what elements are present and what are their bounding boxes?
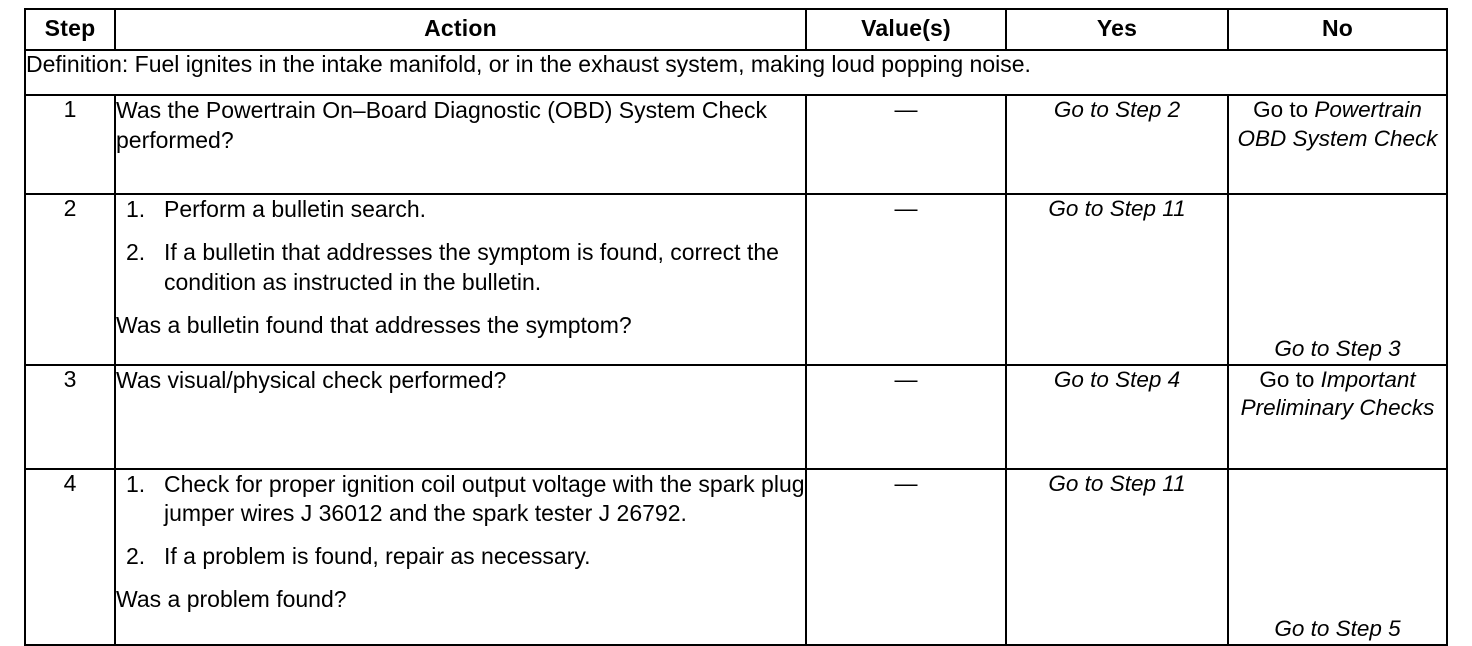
cell-step-number: 4	[24, 467, 116, 646]
cell-no: Go to Important Preliminary Checks	[1227, 363, 1448, 470]
no-lead: Go to	[1259, 366, 1315, 392]
value-dash: —	[894, 96, 918, 122]
table-row: 2 1. Perform a bulletin search. 2. If a bu…	[24, 193, 1448, 366]
cell-action: Was the Powertrain On–Board Diagnostic (…	[114, 94, 807, 195]
no-reference[interactable]: Powertrain OBD System Check	[1237, 97, 1438, 151]
column-header-no: No	[1227, 8, 1448, 51]
list-item-number: 2.	[126, 543, 146, 570]
cell-no: Go to Powertrain OBD System Check	[1227, 94, 1448, 195]
cell-no: Go to Step 5	[1227, 467, 1448, 646]
yes-reference[interactable]: Go to Step 11	[1048, 470, 1186, 496]
value-dash: —	[894, 195, 918, 221]
no-lead: Go to	[1253, 97, 1309, 122]
cell-yes: Go to Step 11	[1005, 467, 1229, 646]
diagnostic-chart-table: Step Action Value(s) Yes No Definition: …	[24, 8, 1448, 646]
cell-step-number: 3	[24, 363, 116, 470]
definition-row: Definition: Fuel ignites in the intake m…	[24, 49, 1448, 96]
value-dash: —	[894, 469, 918, 496]
yes-reference[interactable]: Go to Step 4	[1053, 366, 1181, 392]
cell-value: —	[805, 193, 1007, 366]
table-header-row: Step Action Value(s) Yes No	[24, 8, 1448, 51]
yes-reference[interactable]: Go to Step 11	[1048, 196, 1186, 221]
value-dash: —	[894, 365, 918, 392]
action-question: Was the Powertrain On–Board Diagnostic (…	[116, 97, 768, 153]
cell-action: 1. Perform a bulletin search. 2. If a bull…	[114, 193, 807, 366]
table-row: 1 Was the Powertrain On–Board Diagnostic…	[24, 94, 1448, 195]
list-item: 1. Check for proper ignition coil output …	[116, 470, 805, 530]
cell-yes: Go to Step 11	[1005, 193, 1229, 366]
action-question: Was a bulletin found that addresses the …	[116, 311, 632, 338]
cell-value: —	[805, 363, 1007, 470]
diagnostic-table-page: Step Action Value(s) Yes No Definition: …	[24, 8, 1448, 646]
cell-step-number: 1	[24, 94, 116, 195]
list-item-number: 1.	[126, 196, 146, 222]
cell-no: Go to Step 3	[1227, 193, 1448, 366]
action-step-list: 1. Perform a bulletin search. 2. If a bull…	[116, 195, 805, 298]
column-header-values: Value(s)	[805, 8, 1007, 51]
list-item: 1. Perform a bulletin search.	[116, 195, 805, 225]
action-question: Was visual/physical check performed?	[116, 366, 507, 393]
yes-reference[interactable]: Go to Step 2	[1053, 97, 1181, 122]
list-item-number: 2.	[126, 238, 146, 265]
definition-text: Definition: Fuel ignites in the intake m…	[24, 49, 1448, 96]
cell-step-number: 2	[24, 193, 116, 366]
cell-value: —	[805, 467, 1007, 646]
column-header-step: Step	[24, 8, 116, 51]
column-header-action: Action	[114, 8, 807, 51]
list-item: 2. If a bulletin that addresses the sympt…	[116, 238, 805, 298]
list-item-text: If a bulletin that addresses the symptom…	[164, 238, 779, 295]
list-item-text: If a problem is found, repair as necessa…	[164, 543, 591, 570]
list-item-text: Perform a bulletin search.	[164, 196, 427, 222]
list-item: 2. If a problem is found, repair as neces…	[116, 542, 805, 572]
table-row: 4 1. Check for proper ignition coil outpu…	[24, 467, 1448, 646]
no-reference[interactable]: Go to Step 3	[1274, 335, 1401, 361]
no-reference[interactable]: Important Preliminary Checks	[1240, 366, 1435, 421]
cell-yes: Go to Step 2	[1005, 94, 1229, 195]
table-row: 3 Was visual/physical check performed? —…	[24, 363, 1448, 470]
cell-action: Was visual/physical check performed?	[114, 363, 807, 470]
cell-value: —	[805, 94, 1007, 195]
column-header-yes: Yes	[1005, 8, 1229, 51]
action-question: Was a problem found?	[116, 586, 347, 613]
cell-yes: Go to Step 4	[1005, 363, 1229, 470]
action-step-list: 1. Check for proper ignition coil output …	[116, 470, 805, 573]
list-item-text: Check for proper ignition coil output vo…	[164, 470, 805, 527]
cell-action: 1. Check for proper ignition coil output …	[114, 467, 807, 646]
no-reference[interactable]: Go to Step 5	[1274, 615, 1401, 641]
list-item-number: 1.	[126, 470, 146, 497]
